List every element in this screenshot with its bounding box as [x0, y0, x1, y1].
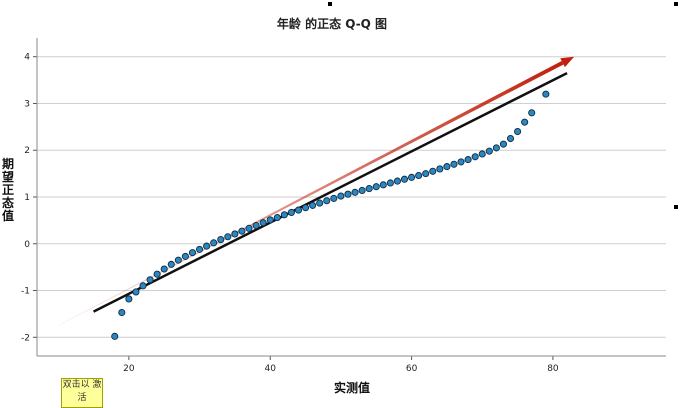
data-point — [188, 249, 197, 257]
data-point — [379, 181, 387, 189]
x-tick-label: 60 — [406, 364, 418, 374]
resize-handle-top-right[interactable] — [674, 2, 678, 6]
data-point — [365, 185, 373, 193]
data-point — [125, 295, 133, 303]
data-point — [217, 236, 225, 244]
data-point — [238, 227, 246, 235]
data-point — [174, 256, 182, 264]
y-axis-title: 期望正态值 — [2, 156, 14, 223]
data-point — [323, 197, 331, 205]
data-point — [160, 265, 168, 273]
data-point — [422, 170, 430, 178]
x-tick-label: 20 — [123, 364, 135, 374]
data-point — [132, 288, 140, 296]
data-point — [478, 150, 486, 158]
data-point — [514, 127, 522, 136]
y-axis-title-char: 望 — [2, 169, 14, 184]
data-point — [415, 171, 423, 180]
data-point — [521, 118, 529, 126]
data-point — [344, 190, 352, 198]
grid-lines — [37, 56, 666, 338]
data-point — [118, 308, 126, 317]
data-point — [400, 175, 409, 183]
data-point — [280, 211, 288, 219]
data-point — [492, 144, 500, 152]
x-tick-label: 40 — [264, 364, 276, 374]
y-tick-label: -2 — [21, 333, 30, 343]
data-point — [139, 282, 147, 290]
data-point — [309, 201, 317, 209]
data-point — [506, 134, 515, 143]
data-point — [528, 109, 536, 117]
data-point — [153, 270, 161, 278]
data-point — [273, 214, 281, 222]
data-point — [330, 194, 338, 202]
data-point — [337, 192, 345, 200]
tooltip-box[interactable]: 双击以 激活 — [61, 378, 103, 408]
data-point — [181, 252, 189, 260]
y-tick-label: 3 — [24, 99, 30, 109]
y-tick-label: -1 — [21, 287, 30, 297]
y-axis-title-char: 期 — [2, 156, 14, 171]
axes — [33, 38, 666, 360]
data-point — [252, 221, 260, 230]
y-tick-label: 1 — [24, 193, 30, 203]
data-points-layer — [111, 90, 550, 340]
data-point — [351, 188, 359, 196]
y-tick-label: 4 — [24, 53, 30, 63]
data-point — [372, 183, 380, 191]
tick-labels: -2 -1 0 1 2 3 4 20 40 60 80 — [21, 53, 559, 374]
chart-title: 年龄 的正态 Q-Q 图 — [277, 16, 387, 31]
data-point — [146, 276, 154, 284]
data-point — [358, 186, 366, 195]
data-point — [287, 208, 295, 216]
data-point — [266, 216, 274, 224]
data-point — [316, 199, 324, 207]
trend-arrow-head — [560, 56, 575, 68]
data-point — [294, 206, 303, 214]
data-point — [231, 230, 239, 238]
data-point — [111, 332, 119, 340]
data-point — [203, 242, 211, 250]
data-point — [196, 245, 204, 253]
data-point — [302, 204, 310, 212]
y-tick-label: 2 — [24, 146, 30, 156]
y-axis-title-char: 值 — [2, 208, 14, 223]
data-point — [464, 156, 472, 164]
y-tick-label: 0 — [24, 240, 30, 250]
data-point — [499, 140, 507, 148]
data-point — [542, 90, 550, 98]
data-point — [457, 158, 465, 166]
data-point — [450, 160, 458, 168]
x-axis-title: 实测值 — [334, 380, 370, 395]
y-axis-title-char: 态 — [2, 195, 14, 210]
data-point — [386, 179, 394, 187]
data-point — [471, 153, 479, 161]
data-point — [210, 239, 218, 247]
resize-handle-top[interactable] — [328, 2, 332, 6]
resize-handle-right[interactable] — [674, 205, 678, 209]
y-axis-title-char: 正 — [2, 183, 14, 197]
data-point — [393, 177, 401, 185]
data-point — [167, 260, 175, 268]
data-point — [429, 167, 437, 175]
data-point — [436, 165, 444, 173]
data-point — [224, 233, 232, 241]
reference-line — [92, 71, 568, 313]
data-point — [245, 224, 253, 232]
x-tick-label: 80 — [547, 364, 559, 374]
data-point — [443, 163, 451, 171]
data-point — [485, 147, 493, 155]
data-point — [408, 173, 416, 181]
data-point — [259, 219, 267, 227]
